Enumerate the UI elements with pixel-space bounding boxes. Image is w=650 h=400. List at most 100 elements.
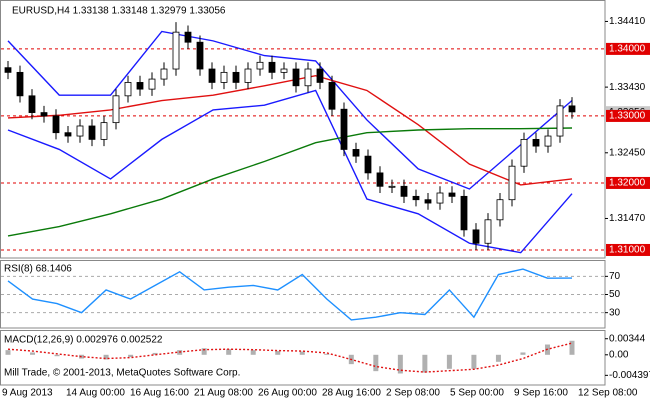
candle-body xyxy=(508,165,516,201)
indicator-line xyxy=(7,127,573,237)
candle-body xyxy=(28,95,36,113)
level-box xyxy=(606,243,650,256)
candle-body xyxy=(4,67,12,73)
candle-body xyxy=(208,68,216,83)
price-panel xyxy=(0,0,606,259)
x-tick-label: 2 Sep 08:00 xyxy=(386,388,440,399)
y-tick-label: 1.32450 xyxy=(609,147,646,158)
candle-body xyxy=(472,229,480,244)
level-label: 1.32000 xyxy=(609,178,646,189)
y-tick-label: 0.00 xyxy=(609,349,629,360)
level-box xyxy=(606,109,650,122)
candle-body xyxy=(76,125,84,137)
macd-bar xyxy=(422,354,428,373)
candle-body xyxy=(268,61,276,73)
macd-bar xyxy=(373,354,379,372)
candle-body xyxy=(100,122,108,140)
candle-body xyxy=(460,195,468,231)
candle-body xyxy=(412,195,420,201)
macd-bar xyxy=(299,351,305,355)
candle-body xyxy=(520,138,528,167)
chart-title: EURUSD,H4 1.33138 1.33148 1.32979 1.3305… xyxy=(12,6,226,17)
y-tick-label: 30 xyxy=(609,307,621,318)
y-tick-label: 1.33430 xyxy=(609,82,646,93)
candle-body xyxy=(172,31,180,70)
macd-bar xyxy=(128,354,134,358)
candle-body xyxy=(88,125,96,140)
candle-body xyxy=(556,105,564,137)
x-tick-label: 28 Aug 16:00 xyxy=(322,388,381,399)
candle-body xyxy=(232,71,240,83)
level-label: 1.31000 xyxy=(609,245,646,256)
candle-body xyxy=(52,115,60,134)
level-box xyxy=(606,176,650,189)
indicator-line xyxy=(7,75,573,186)
candle-body xyxy=(388,185,396,188)
y-tick-label: 70 xyxy=(609,271,621,282)
level-label: 1.33000 xyxy=(609,111,646,122)
candle-body xyxy=(568,105,576,113)
candle-body xyxy=(544,135,552,147)
candle-body xyxy=(136,82,144,90)
x-tick-label: 12 Sep 08:00 xyxy=(578,388,638,399)
candle-body xyxy=(532,138,540,147)
candle-body xyxy=(496,199,504,221)
macd-bar xyxy=(5,350,11,355)
candle-body xyxy=(424,199,432,204)
y-tick-label: 1.34410 xyxy=(609,16,646,27)
candle-body xyxy=(304,68,312,87)
macd-title: MACD(12,26,9) 0.002976 0.002522 xyxy=(4,335,163,346)
candle-body xyxy=(328,82,336,110)
macd-bar xyxy=(446,354,452,369)
candle-body xyxy=(256,61,264,70)
candle-body xyxy=(280,68,288,73)
y-tick-label: 0.00344 xyxy=(609,333,646,344)
macd-bar xyxy=(569,340,575,355)
indicator-line xyxy=(7,89,573,254)
candle-body xyxy=(292,68,300,87)
y-tick-label: 1.31470 xyxy=(609,213,646,224)
candle-body xyxy=(160,68,168,80)
x-tick-label: 5 Sep 00:00 xyxy=(450,388,504,399)
macd-bar xyxy=(103,354,109,360)
candle-body xyxy=(352,149,360,157)
candle-body xyxy=(376,172,384,187)
candle-body xyxy=(16,71,24,97)
candle-body xyxy=(40,112,48,117)
macd-bar xyxy=(30,352,36,355)
candle-body xyxy=(340,108,348,150)
indicator-line xyxy=(7,30,573,190)
level-box xyxy=(606,42,650,55)
x-tick-label: 21 Aug 08:00 xyxy=(194,388,253,399)
candle-body xyxy=(64,132,72,137)
macd-bar xyxy=(397,354,403,374)
x-tick-label: 16 Aug 16:00 xyxy=(130,388,189,399)
macd-panel xyxy=(0,330,606,386)
x-tick-label: 9 Aug 2013 xyxy=(2,388,53,399)
macd-bar xyxy=(275,351,281,355)
indicator-line xyxy=(7,342,573,373)
macd-bar xyxy=(201,348,207,355)
rsi-title: RSI(8) 68.1406 xyxy=(4,264,72,275)
candle-body xyxy=(148,78,156,90)
candle-body xyxy=(112,95,120,124)
candle-body xyxy=(436,192,444,204)
candle-body xyxy=(364,155,372,174)
candle-body xyxy=(316,68,324,83)
macd-bar xyxy=(250,350,256,355)
y-tick-label: 50 xyxy=(609,289,621,300)
macd-bar xyxy=(54,354,60,357)
macd-bar xyxy=(471,354,477,369)
footer: Mill Trade, © 2001-2013, MetaQuotes Soft… xyxy=(4,368,240,379)
candle-body xyxy=(244,68,252,83)
y-tick-label: -0.004397 xyxy=(609,370,650,381)
candle-body xyxy=(448,192,456,197)
macd-bar xyxy=(324,353,330,355)
candle-body xyxy=(484,219,492,244)
macd-bar xyxy=(152,352,158,355)
candle-body xyxy=(184,31,192,43)
indicator-line xyxy=(7,268,573,321)
macd-bar xyxy=(520,352,526,355)
